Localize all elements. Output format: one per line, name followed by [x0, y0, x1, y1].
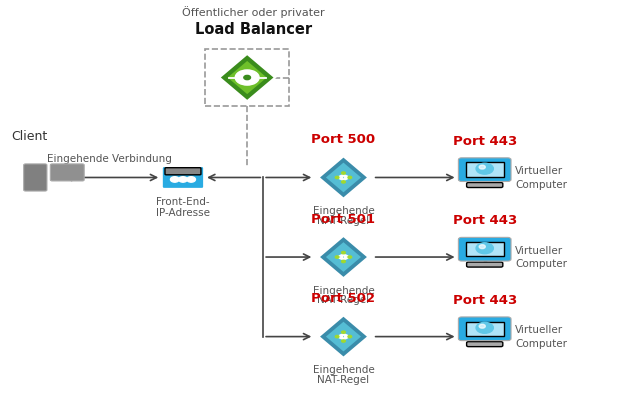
- FancyBboxPatch shape: [467, 182, 503, 188]
- FancyBboxPatch shape: [162, 166, 204, 189]
- Circle shape: [479, 245, 485, 248]
- Circle shape: [476, 163, 493, 174]
- Circle shape: [348, 176, 352, 179]
- Polygon shape: [326, 242, 361, 272]
- Circle shape: [342, 260, 345, 263]
- Polygon shape: [318, 236, 369, 278]
- Circle shape: [342, 340, 345, 342]
- Text: Eingehende Verbindung: Eingehende Verbindung: [47, 154, 171, 164]
- FancyBboxPatch shape: [458, 237, 511, 261]
- Text: Öffentlicher oder privater: Öffentlicher oder privater: [182, 6, 325, 18]
- Circle shape: [476, 243, 493, 254]
- Text: Computer: Computer: [515, 339, 567, 349]
- Circle shape: [479, 324, 485, 328]
- FancyBboxPatch shape: [458, 317, 511, 341]
- FancyBboxPatch shape: [465, 322, 504, 336]
- Text: Port 502: Port 502: [311, 292, 376, 305]
- Circle shape: [479, 165, 485, 169]
- Text: Client: Client: [11, 130, 47, 143]
- Circle shape: [187, 177, 195, 182]
- Circle shape: [476, 322, 493, 333]
- Text: Virtueller: Virtueller: [515, 166, 563, 176]
- Text: Port 443: Port 443: [453, 294, 517, 307]
- Text: Port 443: Port 443: [453, 135, 517, 148]
- Text: Eingehende: Eingehende: [313, 365, 374, 375]
- Circle shape: [171, 177, 179, 182]
- Text: Eingehende: Eingehende: [313, 286, 374, 296]
- Circle shape: [244, 75, 250, 80]
- Polygon shape: [318, 315, 369, 358]
- FancyBboxPatch shape: [465, 162, 504, 177]
- Text: NAT-Regel: NAT-Regel: [317, 216, 370, 226]
- Circle shape: [348, 256, 352, 258]
- Circle shape: [335, 256, 339, 258]
- Polygon shape: [326, 322, 361, 351]
- FancyBboxPatch shape: [458, 158, 511, 182]
- Circle shape: [235, 70, 259, 85]
- Circle shape: [335, 176, 339, 179]
- Circle shape: [342, 331, 345, 333]
- Text: Virtueller: Virtueller: [515, 246, 563, 256]
- Circle shape: [342, 172, 345, 174]
- FancyBboxPatch shape: [467, 341, 503, 347]
- Text: NAT-Regel: NAT-Regel: [317, 295, 370, 306]
- Text: Port 500: Port 500: [311, 133, 376, 146]
- Text: Computer: Computer: [515, 259, 567, 269]
- Polygon shape: [326, 163, 361, 192]
- Text: Computer: Computer: [515, 180, 567, 190]
- Text: NAT-Regel: NAT-Regel: [317, 375, 370, 385]
- Circle shape: [178, 177, 187, 182]
- Text: Load Balancer: Load Balancer: [195, 22, 312, 38]
- Circle shape: [348, 335, 352, 338]
- Polygon shape: [228, 61, 266, 94]
- Text: Virtueller: Virtueller: [515, 326, 563, 335]
- Circle shape: [342, 251, 345, 254]
- FancyBboxPatch shape: [50, 164, 84, 181]
- Text: Eingehende: Eingehende: [313, 206, 374, 216]
- Text: Front-End-: Front-End-: [156, 197, 210, 208]
- Polygon shape: [318, 156, 369, 199]
- Text: Port 501: Port 501: [311, 213, 376, 226]
- FancyBboxPatch shape: [165, 168, 201, 175]
- Circle shape: [335, 335, 339, 338]
- Text: IP-Adresse: IP-Adresse: [156, 208, 210, 219]
- Text: Port 443: Port 443: [453, 214, 517, 227]
- FancyBboxPatch shape: [465, 242, 504, 256]
- FancyBboxPatch shape: [24, 164, 47, 191]
- Polygon shape: [220, 54, 275, 101]
- FancyBboxPatch shape: [467, 262, 503, 267]
- Circle shape: [342, 181, 345, 183]
